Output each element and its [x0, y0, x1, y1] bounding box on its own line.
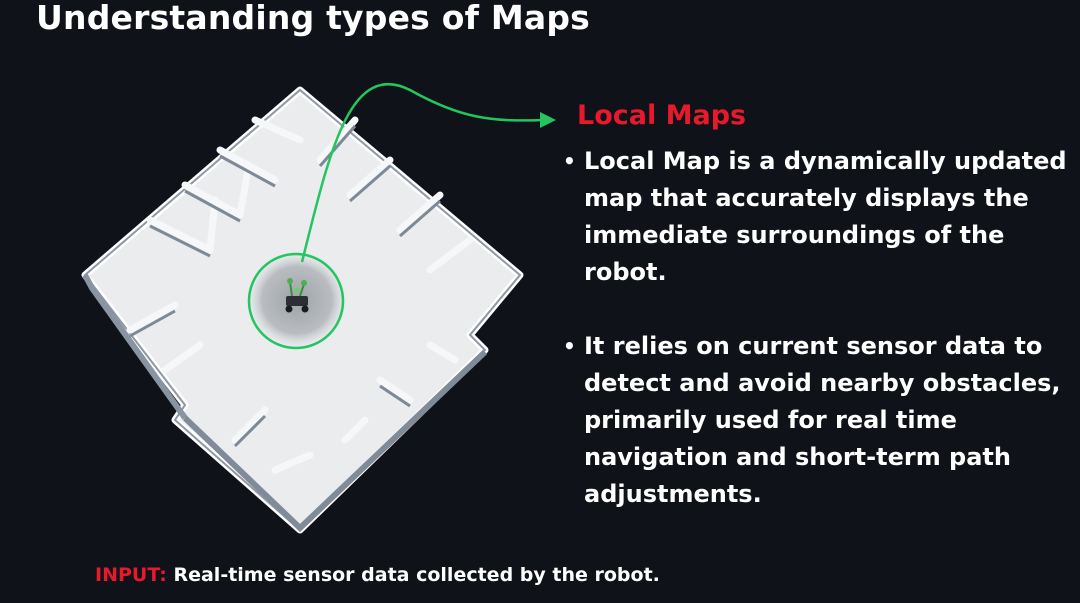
bullet-dot-icon: •: [563, 334, 576, 358]
robot-icon: [285, 278, 309, 313]
bullet-item: • Local Map is a dynamically updated map…: [563, 143, 1068, 291]
bullet-text: Local Map is a dynamically updated map t…: [584, 147, 1067, 286]
bullet-dot-icon: •: [563, 149, 576, 173]
local-range-circle-icon: [247, 252, 345, 350]
bullet-list: • Local Map is a dynamically updated map…: [563, 143, 1068, 513]
bullet-text: It relies on current sensor data to dete…: [584, 332, 1061, 508]
bullet-item: • It relies on current sensor data to de…: [563, 328, 1068, 513]
footer-label: INPUT:: [95, 564, 167, 586]
footer-note: INPUT: Real-time sensor data collected b…: [95, 564, 660, 586]
section-title: Local Maps: [577, 100, 747, 131]
slide-title: Understanding types of Maps: [36, 0, 590, 37]
footer-text: Real-time sensor data collected by the r…: [173, 564, 660, 586]
green-curved-arrow: [300, 82, 546, 263]
arrow-head-icon: [540, 112, 556, 128]
